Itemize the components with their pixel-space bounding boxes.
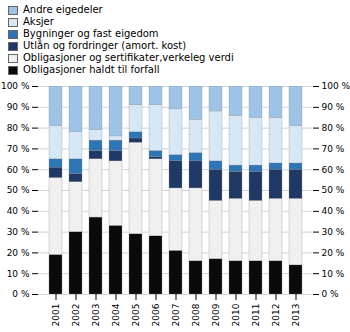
- svg-text:60 %: 60 %: [322, 165, 345, 175]
- svg-text:0 %: 0 %: [322, 289, 340, 299]
- svg-text:2007: 2007: [171, 304, 181, 327]
- html-text:Obligasjoner haldt til forfall: Obligasjoner haldt til forfall: [23, 64, 160, 75]
- svg-text:40 %: 40 %: [322, 206, 345, 216]
- svg-text:100 %: 100 %: [1, 81, 30, 91]
- svg-text:80 %: 80 %: [322, 123, 345, 133]
- svg-text:80 %: 80 %: [7, 123, 30, 133]
- svg-text:90 %: 90 %: [7, 102, 30, 112]
- html-text:Bygninger og fast eigedom: Bygninger og fast eigedom: [23, 28, 159, 39]
- svg-text:20 %: 20 %: [322, 248, 345, 258]
- svg-text:10 %: 10 %: [322, 269, 345, 279]
- svg-text:90 %: 90 %: [322, 102, 345, 112]
- svg-text:20 %: 20 %: [7, 248, 30, 258]
- svg-text:2002: 2002: [71, 304, 81, 327]
- svg-text:2009: 2009: [211, 303, 221, 326]
- svg-text:2004: 2004: [111, 303, 121, 326]
- html-text:Andre eigedeler: Andre eigedeler: [23, 4, 103, 15]
- html-text:Utlån og fordringer (amort. ko: Utlån og fordringer (amort. kost): [23, 40, 187, 51]
- svg-text:2005: 2005: [131, 304, 141, 327]
- svg-text:2008: 2008: [191, 303, 201, 326]
- svg-text:10 %: 10 %: [7, 269, 30, 279]
- svg-text:60 %: 60 %: [7, 165, 30, 175]
- svg-text:2013: 2013: [291, 304, 301, 327]
- svg-text:70 %: 70 %: [7, 144, 30, 154]
- svg-text:40 %: 40 %: [7, 206, 30, 216]
- svg-text:2010: 2010: [231, 303, 241, 326]
- html-text:Aksjer: Aksjer: [23, 16, 54, 27]
- svg-text:0 %: 0 %: [12, 289, 30, 299]
- svg-text:2003: 2003: [91, 304, 101, 327]
- svg-text:50 %: 50 %: [7, 185, 30, 195]
- svg-text:2006: 2006: [151, 303, 161, 326]
- svg-text:2011: 2011: [251, 304, 261, 327]
- svg-text:30 %: 30 %: [322, 227, 345, 237]
- html-text:Obligasjoner og sertifikater,v: Obligasjoner og sertifikater,verkeleg ve…: [23, 52, 234, 63]
- svg-text:100 %: 100 %: [322, 81, 350, 91]
- svg-text:30 %: 30 %: [7, 227, 30, 237]
- svg-text:70 %: 70 %: [322, 144, 345, 154]
- svg-text:2012: 2012: [271, 304, 281, 327]
- svg-text:2001: 2001: [51, 304, 61, 327]
- svg-text:50 %: 50 %: [322, 185, 345, 195]
